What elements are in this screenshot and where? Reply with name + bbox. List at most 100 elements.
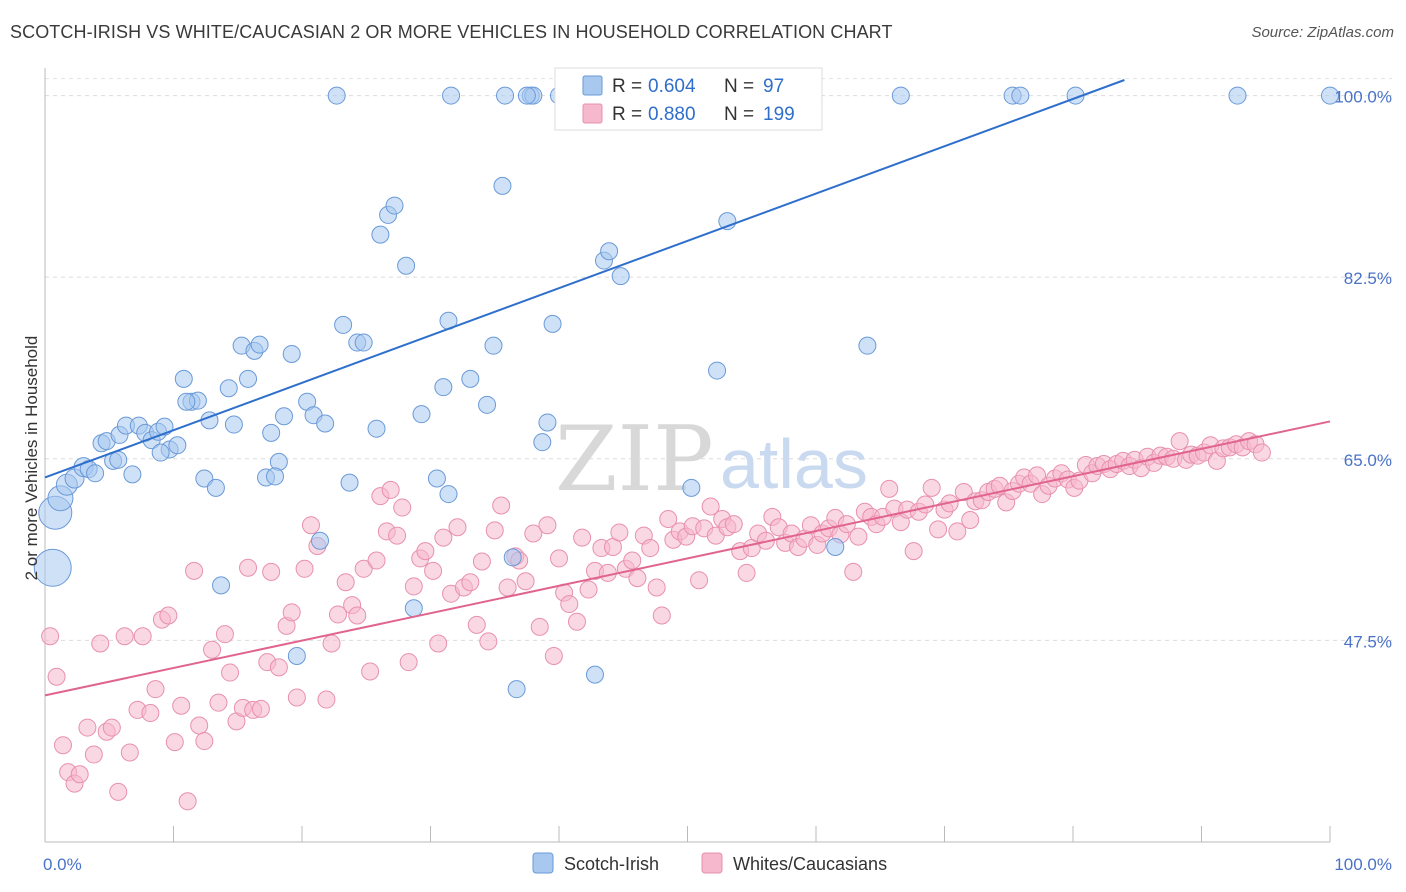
point-scotch-irish-71	[538, 413, 557, 432]
point-whites-95	[628, 569, 647, 588]
point-whites-12	[115, 627, 134, 646]
point-whites-97	[641, 539, 660, 558]
point-scotch-irish-59	[439, 485, 458, 504]
point-scotch-irish-1	[33, 548, 72, 587]
point-whites-42	[301, 516, 320, 535]
point-whites-68	[461, 573, 480, 592]
point-scotch-irish-31	[239, 369, 258, 388]
point-scotch-irish-67	[507, 680, 526, 699]
point-scotch-irish-38	[282, 344, 301, 363]
point-scotch-irish-28	[219, 379, 238, 398]
point-whites-74	[498, 578, 517, 597]
point-whites-17	[146, 680, 165, 699]
point-whites-20	[165, 733, 184, 752]
point-whites-1	[47, 667, 66, 686]
point-whites-92	[610, 523, 629, 542]
legend-r-label-blue: R =	[612, 76, 642, 97]
point-scotch-irish-45	[334, 315, 353, 334]
point-scotch-irish-37	[275, 407, 294, 426]
point-scotch-irish-85	[858, 336, 877, 355]
bottom-legend-swatch-scotch-irish	[532, 852, 554, 874]
point-whites-55	[381, 480, 400, 499]
point-scotch-irish-49	[367, 419, 386, 438]
point-scotch-irish-72	[543, 314, 562, 333]
point-scotch-irish-96	[151, 443, 170, 462]
point-whites-64	[434, 528, 453, 547]
point-scotch-irish-56	[427, 469, 446, 488]
point-whites-52	[367, 551, 386, 570]
legend-swatch-blue	[582, 75, 603, 96]
point-whites-71	[479, 632, 498, 651]
point-whites-13	[120, 743, 139, 762]
point-whites-77	[516, 572, 535, 591]
point-whites-82	[550, 549, 568, 568]
point-scotch-irish-62	[478, 395, 497, 414]
point-scotch-irish-75	[585, 665, 604, 684]
legend-r-value-pink: 0.880	[648, 104, 696, 125]
point-scotch-irish-63	[484, 336, 503, 355]
point-whites-66	[448, 518, 467, 537]
point-scotch-irish-44	[327, 86, 346, 105]
x-tick-label-0: 0.0%	[43, 855, 82, 874]
point-scotch-irish-7	[86, 464, 105, 483]
point-whites-46	[328, 605, 347, 624]
chart-title: SCOTCH-IRISH VS WHITE/CAUCASIAN 2 OR MOR…	[10, 22, 893, 42]
point-scotch-irish-27	[212, 576, 231, 595]
point-scotch-irish-65	[496, 86, 515, 105]
point-whites-50	[354, 559, 373, 578]
point-scotch-irish-90	[1228, 86, 1247, 105]
point-whites-36	[262, 562, 281, 581]
point-whites-19	[159, 606, 178, 625]
point-whites-130	[844, 562, 863, 581]
point-scotch-irish-33	[250, 335, 269, 354]
point-scotch-irish-81	[708, 361, 727, 380]
bottom-legend-label-whites: Whites/Caucasians	[733, 854, 887, 874]
point-scotch-irish-60	[442, 86, 461, 105]
point-scotch-irish-43	[316, 414, 335, 433]
point-whites-84	[560, 595, 579, 614]
point-whites-85	[567, 612, 586, 631]
point-whites-8	[91, 634, 110, 653]
y-axis-label: 2 or more Vehicles in Household	[22, 336, 41, 581]
point-whites-21	[172, 696, 191, 715]
point-whites-22	[178, 792, 197, 811]
point-scotch-irish-64	[493, 176, 512, 195]
point-whites-87	[579, 580, 598, 599]
point-whites-25	[195, 732, 214, 751]
point-scotch-irish-42	[310, 531, 329, 550]
chart-source: Source: ZipAtlas.com	[1251, 24, 1394, 41]
point-whites-41	[295, 559, 314, 578]
point-whites-29	[221, 663, 240, 682]
point-scotch-irish-84	[826, 537, 845, 556]
watermark-atlas: atlas	[720, 425, 868, 503]
point-scotch-irish-88	[1011, 86, 1030, 105]
correlation-legend: R = 0.604 N = 97 R = 0.880 N = 199	[554, 67, 823, 131]
point-scotch-irish-80	[682, 478, 701, 497]
point-whites-49	[348, 606, 367, 625]
y-tick-label-1: 65.0%	[1344, 451, 1392, 470]
point-whites-32	[239, 558, 258, 577]
point-scotch-irish-93	[266, 467, 285, 486]
series-scotch-irish	[33, 86, 1339, 699]
x-tick-label-1: 100.0%	[1334, 855, 1392, 874]
point-whites-62	[424, 561, 443, 580]
point-whites-142	[916, 495, 935, 514]
point-whites-70	[472, 552, 491, 571]
point-scotch-irish-61	[461, 369, 480, 388]
point-scotch-irish-53	[397, 256, 416, 275]
point-scotch-irish-39	[287, 646, 306, 665]
point-whites-11	[109, 782, 128, 801]
y-tick-label-3: 100.0%	[1334, 88, 1392, 107]
point-whites-111	[724, 515, 743, 534]
point-whites-107	[701, 497, 720, 516]
point-whites-113	[737, 563, 756, 582]
point-whites-5	[70, 765, 89, 784]
point-whites-34	[251, 699, 270, 718]
point-whites-183	[1170, 432, 1189, 451]
point-whites-136	[880, 479, 899, 498]
legend-r-label-pink: R =	[612, 104, 642, 125]
point-whites-23	[185, 561, 204, 580]
point-whites-47	[336, 573, 355, 592]
point-whites-27	[209, 693, 228, 712]
point-whites-39	[282, 603, 301, 622]
